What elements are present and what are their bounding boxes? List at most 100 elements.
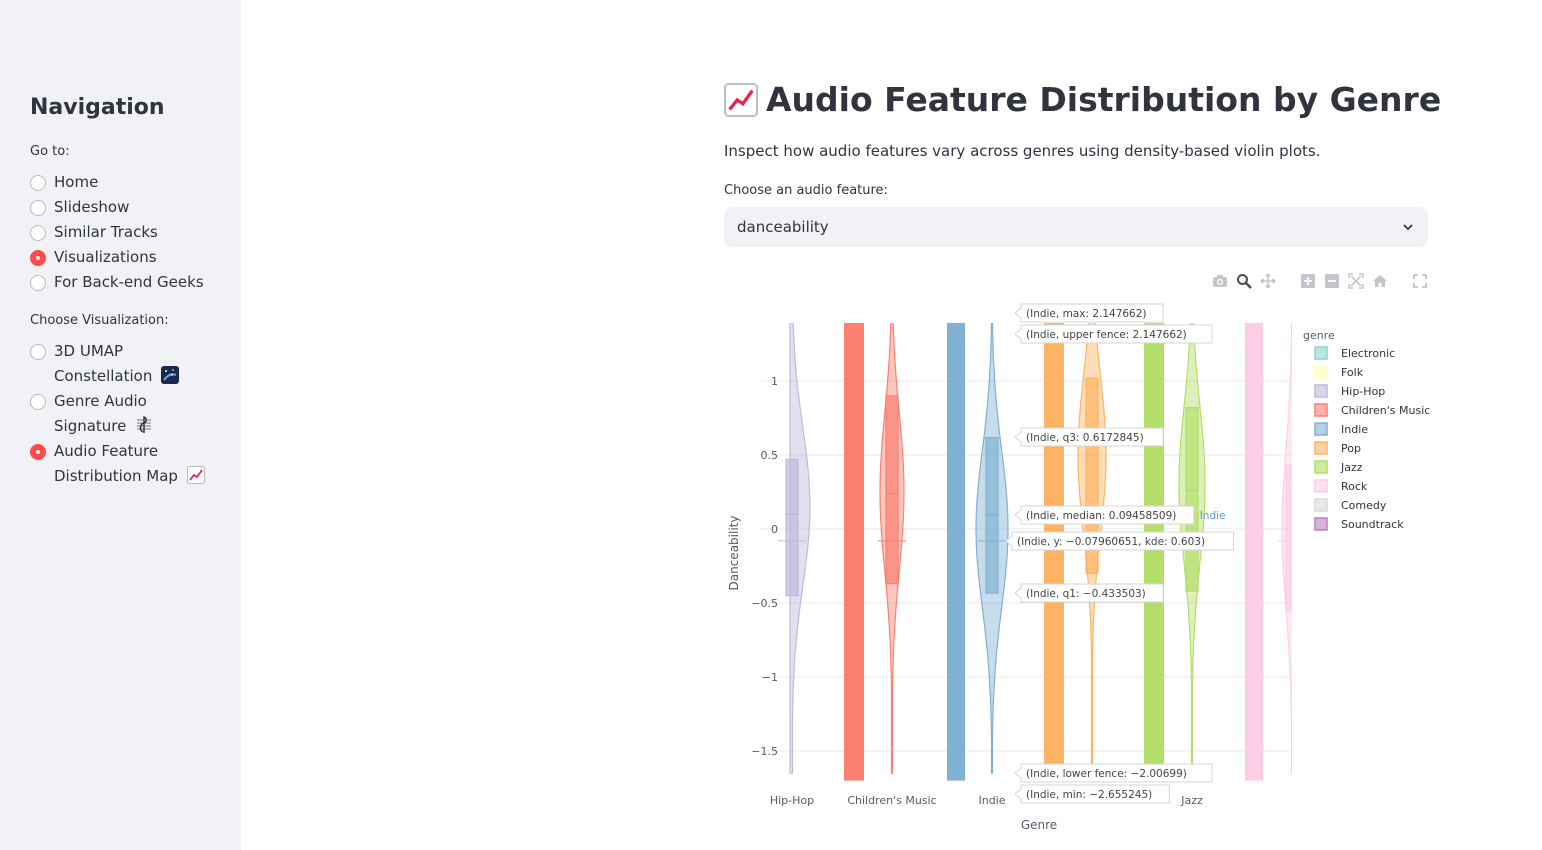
legend-item[interactable]: Rock [1314, 479, 1368, 493]
radio-circle[interactable] [30, 344, 46, 360]
radio-label: Visualizations [54, 248, 157, 266]
chart-legend[interactable]: genre Electronic Folk Hip-Hop Children's Mu… [1303, 329, 1430, 531]
hover-label-box [1014, 583, 1164, 603]
hover-label-box [1014, 505, 1195, 525]
radio-audio-feature-distribution[interactable]: Audio Feature Distribution Map [30, 442, 205, 489]
chart-increasing-emoji-icon [186, 466, 205, 484]
legend-item[interactable]: Folk [1314, 365, 1364, 379]
legend-swatch [1314, 422, 1328, 436]
y-tick-label: −1.5 [751, 745, 778, 758]
legend-item[interactable]: Pop [1314, 441, 1361, 455]
radio-circle[interactable] [30, 200, 46, 216]
y-axis-title: Danceability [727, 516, 741, 591]
violin-pop[interactable] [1044, 322, 1107, 781]
hover-label-box [1014, 427, 1164, 447]
hover-label-text: (Indie, y: −0.07960651, kde: 0.603) [1017, 536, 1205, 548]
violin-rock[interactable] [1245, 322, 1306, 781]
fullscreen-icon[interactable] [1412, 273, 1428, 289]
legend-label: Indie [1341, 423, 1368, 436]
legend-label: Rock [1341, 480, 1368, 493]
x-tick-labels: Hip-Hop Children's Music Indie Jazz [770, 794, 1203, 807]
legend-item[interactable]: Electronic [1314, 346, 1395, 360]
violin-points-strip [1144, 323, 1164, 781]
legend-swatch [1314, 365, 1328, 379]
hover-label-text: (Indie, lower fence: −2.00699) [1026, 768, 1187, 780]
legend-swatch [1314, 346, 1328, 360]
legend-item[interactable]: Soundtrack [1314, 517, 1404, 531]
radio-circle[interactable] [30, 225, 46, 241]
y-tick-labels: 1 0.5 0 −0.5 −1 −1.5 [751, 375, 778, 758]
legend-label: Children's Music [1341, 404, 1430, 417]
hover-label-text: (Indie, min: −2.655245) [1026, 789, 1152, 801]
hover-labels: (Indie, max: 2.147662) (Indie, upper fenc… [1005, 303, 1234, 804]
violin-jazz[interactable] [1144, 322, 1206, 781]
pan-icon[interactable] [1260, 273, 1276, 289]
legend-swatch [1314, 498, 1328, 512]
radio-label-line1: Audio Feature [54, 442, 159, 460]
radio-label: 3D UMAP Constellation [54, 339, 180, 389]
chart-increasing-emoji-icon [724, 82, 758, 117]
hover-label: (Indie, min: −2.655245) [1014, 784, 1170, 804]
legend-swatch [1314, 460, 1328, 474]
legend-label: Hip-Hop [1341, 385, 1385, 398]
radio-circle[interactable] [30, 394, 46, 410]
page-title: Audio Feature Distribution by Genre [724, 80, 1441, 119]
x-tick-label: Jazz [1180, 794, 1203, 807]
page-title-text: Audio Feature Distribution by Genre [766, 80, 1442, 119]
violin-hip-hop[interactable] [778, 322, 811, 774]
hover-label: (Indie, lower fence: −2.00699) [1014, 763, 1213, 783]
page-subtitle: Inspect how audio features vary across g… [724, 142, 1321, 160]
chevron-down-icon [1403, 224, 1413, 231]
radio-umap-constellation[interactable]: 3D UMAP Constellation [30, 339, 180, 389]
plot-modebar [1212, 273, 1428, 289]
violin-box [1285, 464, 1292, 611]
radio-label: Similar Tracks [54, 223, 158, 241]
radio-circle-selected[interactable] [30, 250, 46, 266]
goto-label: Go to: [30, 144, 70, 159]
hover-label-box [1014, 784, 1170, 804]
violin-box [785, 458, 799, 597]
violin-box [1185, 407, 1199, 592]
radio-label-line1: Genre Audio [54, 392, 147, 410]
legend-item[interactable]: Indie [1314, 422, 1368, 436]
zoom-in-icon[interactable] [1300, 273, 1316, 289]
legend-item[interactable]: Comedy [1314, 498, 1387, 512]
legend-swatch [1314, 517, 1328, 531]
violin-box [1085, 377, 1099, 575]
hover-label-box [1014, 763, 1213, 783]
reset-axes-icon[interactable] [1372, 273, 1388, 289]
radio-home[interactable]: Home [30, 173, 98, 195]
radio-genre-audio-signature[interactable]: Genre Audio Signature [30, 392, 153, 439]
night-sky-emoji-icon [161, 366, 180, 384]
hover-label-text: (Indie, q1: −0.433503) [1026, 588, 1146, 600]
zoom-out-icon[interactable] [1324, 273, 1340, 289]
violin-points-strip [947, 323, 965, 781]
legend-label: Jazz [1340, 461, 1363, 474]
radio-backend-geeks[interactable]: For Back-end Geeks [30, 273, 204, 295]
hover-label: (Indie, q1: −0.433503) [1014, 583, 1164, 603]
hover-label: (Indie, upper fence: 2.147662) [1014, 324, 1213, 344]
zoom-icon[interactable] [1236, 273, 1252, 289]
feature-select[interactable]: danceability [724, 207, 1428, 247]
legend-swatch [1314, 441, 1328, 455]
radio-circle[interactable] [30, 275, 46, 291]
radio-circle[interactable] [30, 175, 46, 191]
camera-icon[interactable] [1212, 273, 1228, 289]
radio-slideshow[interactable]: Slideshow [30, 198, 129, 220]
radio-similar-tracks[interactable]: Similar Tracks [30, 223, 158, 245]
legend-label: Comedy [1341, 499, 1387, 512]
violin-indie[interactable] [947, 322, 1009, 781]
legend-item[interactable]: Jazz [1314, 460, 1363, 474]
legend-swatch [1314, 384, 1328, 398]
autoscale-icon[interactable] [1348, 273, 1364, 289]
hover-label: (Indie, q3: 0.6172845) [1014, 427, 1164, 447]
radio-circle-selected[interactable] [30, 444, 46, 460]
legend-item[interactable]: Hip-Hop [1314, 384, 1385, 398]
legend-item[interactable]: Children's Music [1314, 403, 1430, 417]
violin-children-s-music[interactable] [844, 322, 906, 781]
radio-label-line1: 3D UMAP [54, 342, 124, 360]
radio-visualizations[interactable]: Visualizations [30, 248, 157, 270]
hover-label-text: (Indie, median: 0.09458509) [1026, 510, 1176, 522]
hover-label-text: (Indie, upper fence: 2.147662) [1026, 329, 1187, 341]
